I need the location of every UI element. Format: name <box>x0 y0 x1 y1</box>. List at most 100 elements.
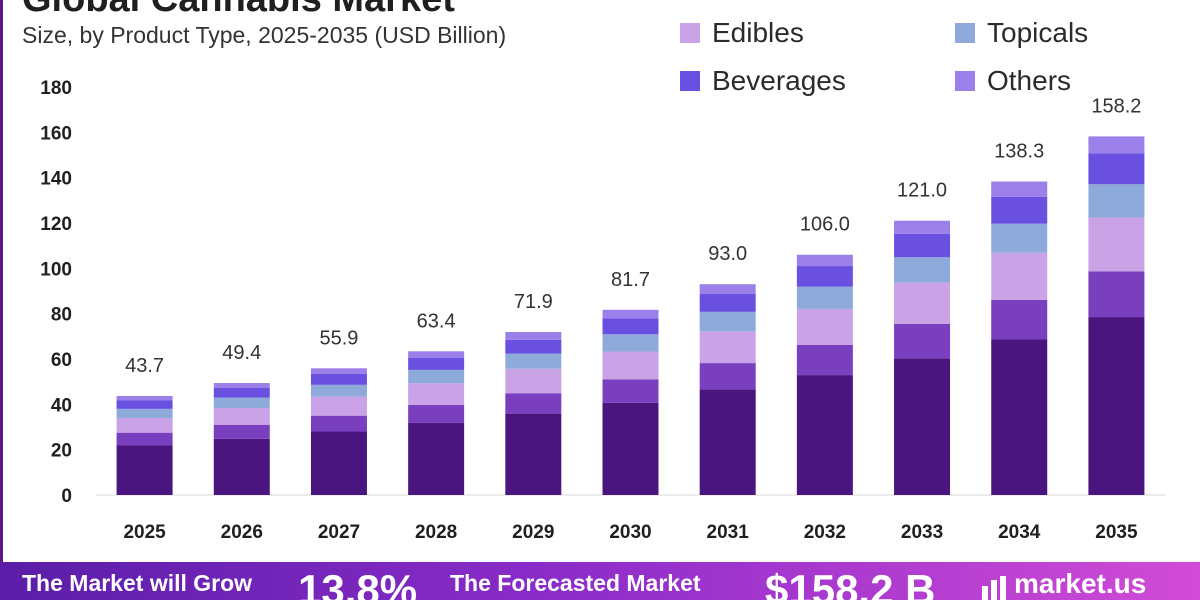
bar-segment <box>116 395 173 401</box>
footer-forecast-value: $158.2 B <box>765 566 936 600</box>
bar-segment <box>1088 184 1145 218</box>
y-tick-label: 80 <box>51 305 72 326</box>
bar-segment <box>796 308 853 345</box>
bar-segment <box>505 353 562 369</box>
bar-segment <box>796 344 853 376</box>
bar-total-label: 63.4 <box>417 310 456 332</box>
bar-segment <box>699 389 756 495</box>
bar-segment <box>408 351 465 358</box>
bar-segment <box>991 223 1048 253</box>
left-accent-rule <box>0 0 3 562</box>
chart-title: Global Cannabis Market <box>22 0 455 21</box>
bar-segment <box>116 400 173 409</box>
x-tick-label: 2030 <box>609 522 651 543</box>
bar-total-label: 138.3 <box>994 141 1044 163</box>
bar-segment <box>1088 317 1145 495</box>
bar-segment <box>991 339 1048 495</box>
bar-segment <box>699 293 756 312</box>
bar-segment <box>894 257 951 283</box>
bar-segment <box>116 445 173 495</box>
bar-segment <box>602 309 659 319</box>
legend-label-topicals: Topicals <box>987 17 1089 48</box>
bar-segment <box>310 384 367 397</box>
bar-segment <box>602 334 659 352</box>
bar-segment <box>408 369 465 384</box>
bar-segment <box>310 368 367 374</box>
bar-segment <box>505 368 562 394</box>
footer-banner: The Market will Grow 13.8% The Forecaste… <box>0 562 1200 600</box>
bar-segment <box>213 424 270 439</box>
x-tick-label: 2034 <box>998 522 1041 543</box>
y-tick-label: 140 <box>40 169 72 190</box>
legend-item-beverages: Beverages <box>680 65 846 96</box>
footer-grow-text: The Market will Grow <box>22 570 253 596</box>
footer-cagr-value: 13.8% <box>298 566 418 600</box>
bar-total-label: 71.9 <box>514 291 553 313</box>
bar-total-label: 49.4 <box>222 342 261 364</box>
x-tick-label: 2032 <box>804 522 846 543</box>
footer-forecast-text: The Forecasted Market <box>450 570 701 596</box>
chart-subtitle: Size, by Product Type, 2025-2035 (USD Bi… <box>22 22 507 48</box>
bar-segment <box>1088 217 1145 272</box>
bar-segment <box>796 286 853 309</box>
legend-swatch-others <box>955 71 975 91</box>
legend-item-edibles: Edibles <box>680 17 804 48</box>
legend-item-topicals: Topicals <box>955 17 1089 48</box>
bar-segment <box>310 373 367 385</box>
y-tick-label: 60 <box>51 350 72 371</box>
y-tick-label: 100 <box>40 259 72 280</box>
bar-segment <box>699 331 756 364</box>
x-tick-label: 2025 <box>123 522 166 543</box>
bar-segment <box>505 413 562 495</box>
bar-total-label: 106.0 <box>800 214 850 236</box>
bar-segment <box>991 196 1048 224</box>
y-tick-label: 120 <box>40 214 72 235</box>
bar-segment <box>310 431 367 495</box>
bar-segment <box>991 299 1048 340</box>
bar-segment <box>894 323 951 359</box>
bar-total-label: 93.0 <box>708 243 747 265</box>
legend-item-others: Others <box>955 65 1071 96</box>
bar-segment <box>310 396 367 416</box>
market-us-logo-icon <box>982 576 1006 600</box>
bar-segment <box>699 363 756 390</box>
bar-segment <box>796 266 853 287</box>
bar-segment <box>699 284 756 294</box>
bar-segment <box>213 383 270 389</box>
bar-segment <box>116 408 173 418</box>
footer-brand: market.us <box>1014 568 1147 599</box>
x-tick-label: 2031 <box>707 522 750 543</box>
bar-segment <box>213 397 270 408</box>
bar-segment <box>991 252 1048 300</box>
legend-label-edibles: Edibles <box>712 17 804 48</box>
bar-total-label: 121.0 <box>897 180 947 202</box>
bar-segment <box>408 422 465 495</box>
bar-segment <box>1088 136 1145 154</box>
legend-swatch-topicals <box>955 23 975 43</box>
bar-segment <box>1088 153 1145 185</box>
bar-total-label: 55.9 <box>319 327 358 349</box>
bar-segment <box>991 181 1048 197</box>
y-tick-label: 180 <box>40 78 72 99</box>
x-tick-label: 2035 <box>1095 522 1138 543</box>
stacked-bar-chart: 0 20 40 60 80 100 120 140 160 180 43.7 2025 49.4 2026… <box>40 78 1165 543</box>
bar-segment <box>213 438 270 495</box>
bar-segment <box>699 311 756 332</box>
bar-total-label: 81.7 <box>611 269 650 291</box>
x-tick-label: 2028 <box>415 522 457 543</box>
bar-segment <box>602 351 659 380</box>
bar-segment <box>213 407 270 425</box>
bar-segment <box>1088 271 1145 318</box>
bar-segment <box>505 393 562 414</box>
y-tick-label: 20 <box>51 441 72 462</box>
bar-segment <box>408 383 465 406</box>
legend-swatch-beverages <box>680 71 700 91</box>
bar-segment <box>602 379 659 403</box>
bar-segment <box>310 415 367 432</box>
bar-total-label: 43.7 <box>125 355 164 377</box>
bar-segment <box>213 388 270 398</box>
bar-segment <box>116 417 173 433</box>
y-tick-label: 0 <box>61 486 72 507</box>
x-tick-label: 2026 <box>221 522 263 543</box>
bar-segment <box>408 357 465 370</box>
